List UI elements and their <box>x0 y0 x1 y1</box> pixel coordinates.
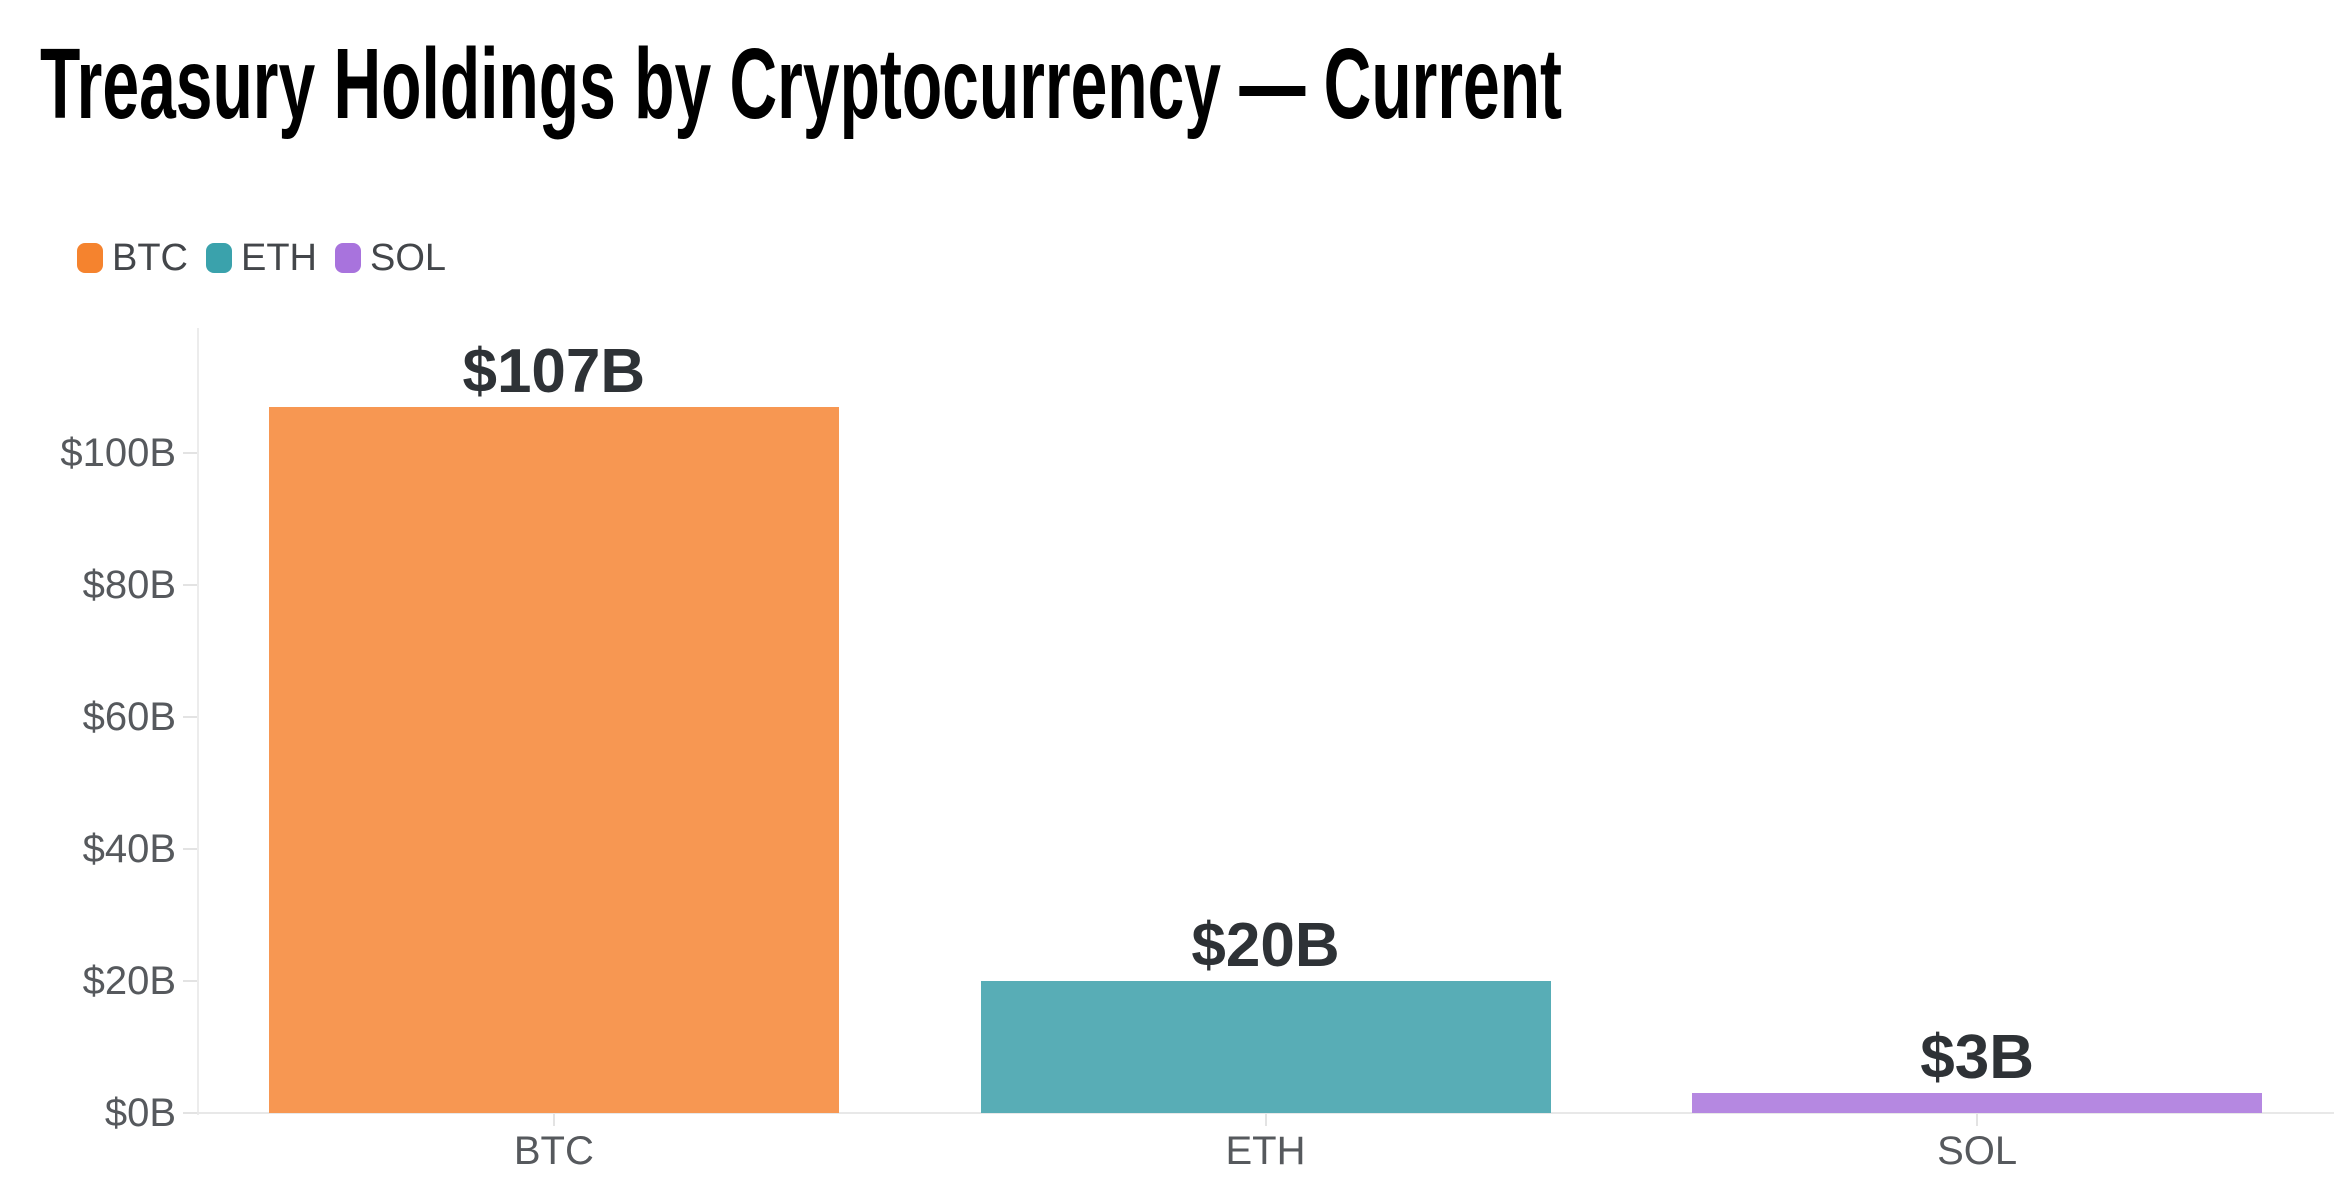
y-axis-line <box>197 328 199 1115</box>
legend-label-sol: SOL <box>370 237 447 279</box>
y-axis-tick-label: $0B <box>104 1091 176 1135</box>
x-tick-mark <box>1264 1114 1267 1126</box>
y-tick-mark <box>183 452 197 454</box>
chart-title: Treasury Holdings by Cryptocurrency — Cu… <box>40 28 1563 140</box>
legend-item-eth[interactable]: ETH <box>206 239 317 277</box>
y-tick-mark <box>183 1112 197 1114</box>
y-tick-mark <box>183 848 197 850</box>
legend-swatch-sol <box>335 243 361 273</box>
x-axis-label-eth: ETH <box>1225 1129 1306 1173</box>
x-tick-mark <box>552 1114 555 1126</box>
y-axis-tick-label: $60B <box>82 695 176 739</box>
bar-value-label-sol: $3B <box>1920 1023 2035 1092</box>
bar-value-label-eth: $20B <box>1191 911 1340 980</box>
x-tick-mark <box>1976 1114 1979 1126</box>
bar-value-label-btc: $107B <box>462 337 646 406</box>
legend-item-btc[interactable]: BTC <box>77 239 188 277</box>
x-axis-label-btc: BTC <box>513 1129 594 1173</box>
bar-btc[interactable] <box>268 407 839 1113</box>
y-tick-mark <box>183 584 197 586</box>
y-axis-tick-label: $40B <box>82 827 176 871</box>
x-axis-label-sol: SOL <box>1937 1129 2018 1173</box>
y-axis-tick-label: $80B <box>82 563 176 607</box>
legend-label-eth: ETH <box>241 237 317 279</box>
y-axis-tick-label: $100B <box>60 431 176 475</box>
legend: BTC ETH SOL <box>77 239 446 277</box>
legend-swatch-btc <box>77 243 103 273</box>
y-tick-mark <box>183 980 197 982</box>
legend-label-btc: BTC <box>112 237 188 279</box>
y-tick-mark <box>183 716 197 718</box>
bar-sol[interactable] <box>1692 1093 2263 1113</box>
bar-eth[interactable] <box>980 981 1551 1113</box>
legend-item-sol[interactable]: SOL <box>335 239 446 277</box>
y-axis-tick-label: $20B <box>82 959 176 1003</box>
x-axis-baseline <box>197 1112 2334 1114</box>
legend-swatch-eth <box>206 243 232 273</box>
